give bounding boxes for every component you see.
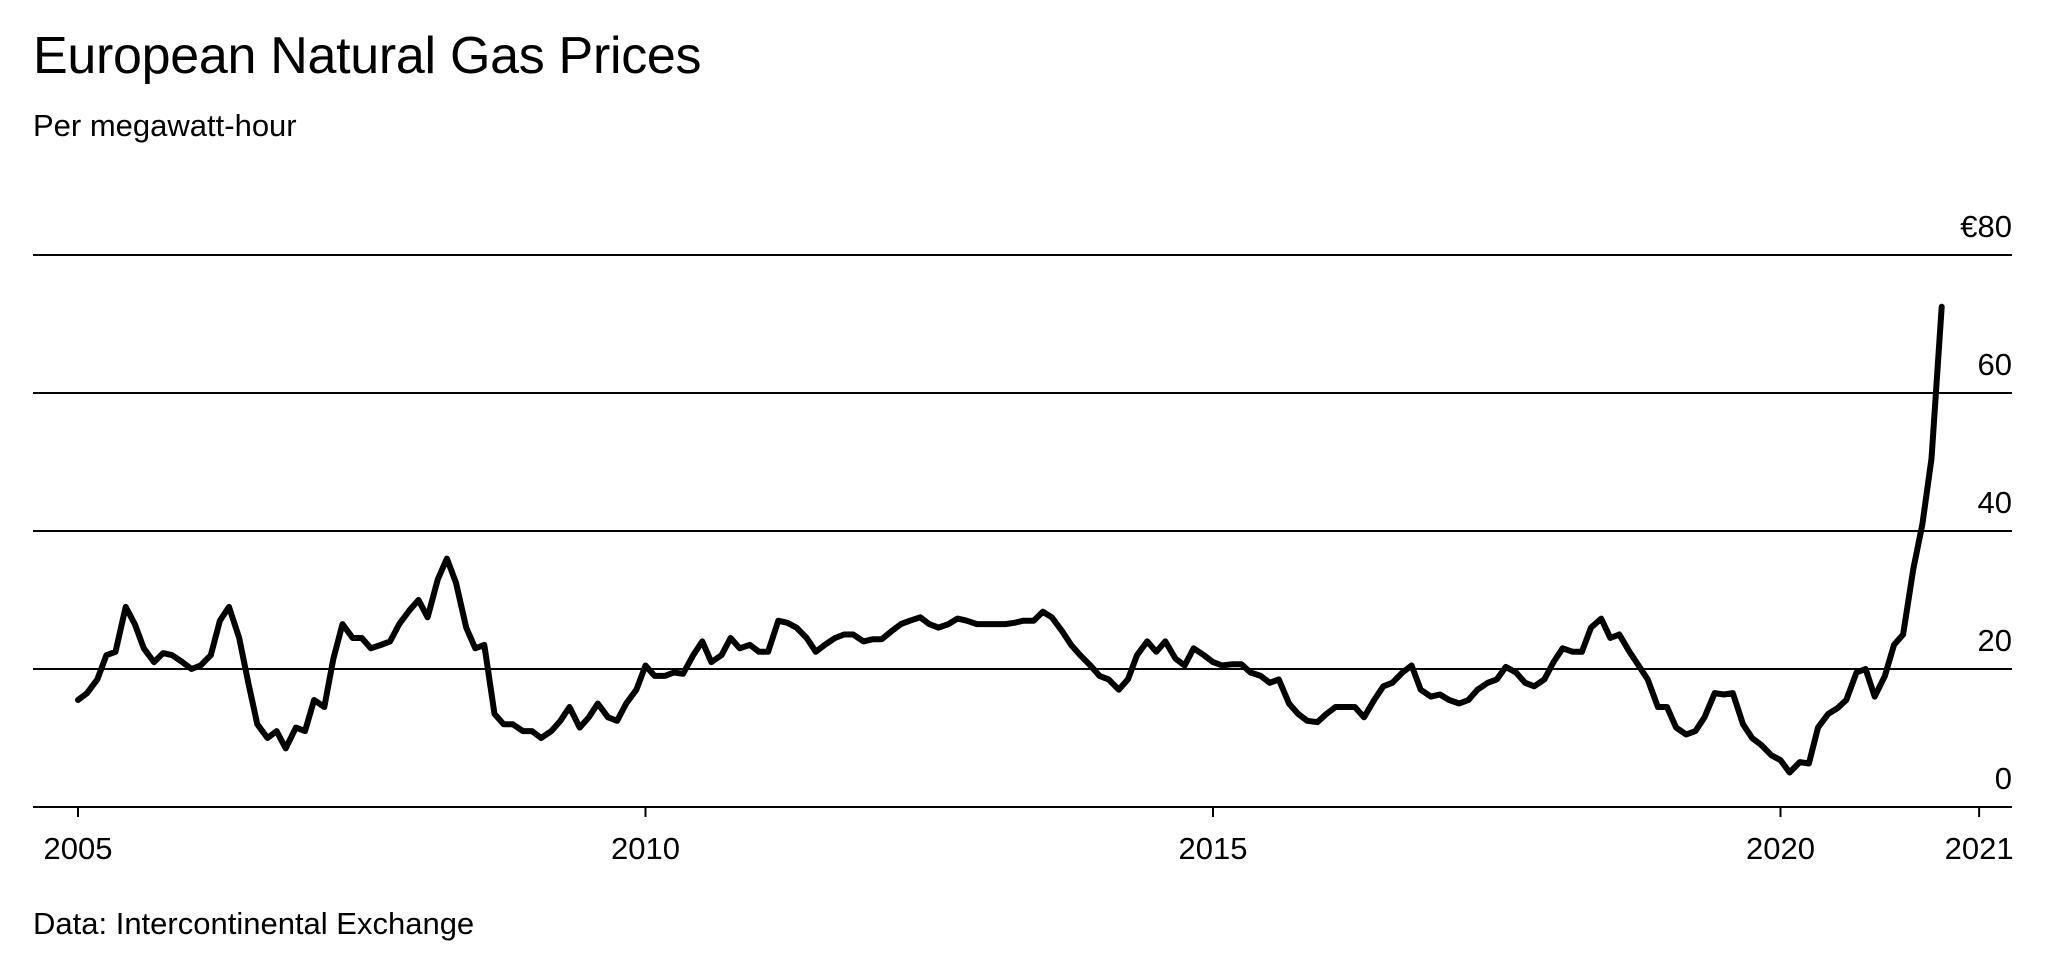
x-axis: 2005 2010 2015 2020 2021 xyxy=(33,806,2014,866)
y-tick-label: 60 xyxy=(1978,347,2012,382)
y-tick-label: 20 xyxy=(1978,623,2012,658)
series-line-0 xyxy=(75,303,1945,776)
chart-title: European Natural Gas Prices xyxy=(33,27,702,85)
gridlines xyxy=(33,254,2012,670)
x-tick-label: 2020 xyxy=(1746,831,1815,866)
y-tick-label: 0 xyxy=(1995,761,2012,796)
chart-subtitle: Per megawatt-hour xyxy=(33,108,297,143)
chart-source: Data: Intercontinental Exchange xyxy=(33,906,475,941)
y-tick-label: 40 xyxy=(1978,485,2012,520)
x-tick-label: 2021 xyxy=(1945,831,2014,866)
y-tick-label: €80 xyxy=(1960,209,2012,244)
x-tick-label: 2005 xyxy=(44,831,113,866)
x-tick-label: 2015 xyxy=(1179,831,1248,866)
x-tick-label: 2010 xyxy=(611,831,680,866)
y-axis-tick-labels: 0 20 40 60 €80 xyxy=(1960,209,2012,796)
series-layer xyxy=(75,303,1945,776)
